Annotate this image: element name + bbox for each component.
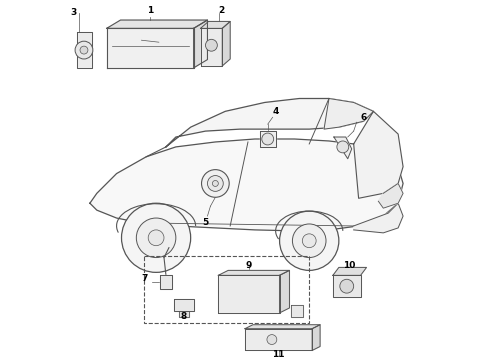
Text: 2: 2 <box>218 6 224 15</box>
Polygon shape <box>174 299 194 311</box>
Text: 1: 1 <box>147 6 153 15</box>
Polygon shape <box>107 28 194 68</box>
Circle shape <box>122 203 191 273</box>
Polygon shape <box>194 20 207 68</box>
Polygon shape <box>354 203 403 233</box>
Circle shape <box>201 170 229 197</box>
Circle shape <box>280 211 339 270</box>
Circle shape <box>262 133 273 145</box>
Text: 3: 3 <box>70 8 76 17</box>
Circle shape <box>340 279 354 293</box>
Text: 10: 10 <box>343 261 355 270</box>
Circle shape <box>75 41 93 59</box>
Polygon shape <box>260 131 276 147</box>
Circle shape <box>212 180 219 186</box>
Circle shape <box>337 141 349 153</box>
Text: 5: 5 <box>202 219 209 228</box>
Polygon shape <box>77 32 92 68</box>
Polygon shape <box>200 22 230 28</box>
Polygon shape <box>292 305 303 317</box>
Polygon shape <box>312 325 320 350</box>
Polygon shape <box>219 270 290 275</box>
Polygon shape <box>90 139 403 231</box>
Circle shape <box>136 218 176 257</box>
Text: 8: 8 <box>181 312 187 321</box>
Circle shape <box>207 176 223 192</box>
Text: 7: 7 <box>141 274 147 283</box>
Polygon shape <box>179 311 189 317</box>
Polygon shape <box>160 275 172 289</box>
Polygon shape <box>333 275 361 297</box>
Circle shape <box>80 46 88 54</box>
Polygon shape <box>219 275 280 313</box>
Polygon shape <box>280 270 290 313</box>
Text: 4: 4 <box>272 107 279 116</box>
Circle shape <box>148 230 164 246</box>
Circle shape <box>205 39 218 51</box>
Circle shape <box>293 224 326 257</box>
Polygon shape <box>333 267 367 275</box>
Polygon shape <box>200 28 222 66</box>
Polygon shape <box>378 184 403 208</box>
Polygon shape <box>334 137 352 159</box>
Circle shape <box>302 234 316 248</box>
Text: 6: 6 <box>361 113 367 122</box>
Polygon shape <box>245 329 312 350</box>
Polygon shape <box>245 325 320 329</box>
Text: 9: 9 <box>246 261 252 270</box>
Circle shape <box>267 334 277 345</box>
Polygon shape <box>324 99 373 129</box>
Polygon shape <box>354 111 403 198</box>
Polygon shape <box>166 99 373 147</box>
Bar <box>144 256 309 323</box>
Polygon shape <box>107 20 207 28</box>
Text: 11: 11 <box>272 350 285 359</box>
Polygon shape <box>222 22 230 66</box>
